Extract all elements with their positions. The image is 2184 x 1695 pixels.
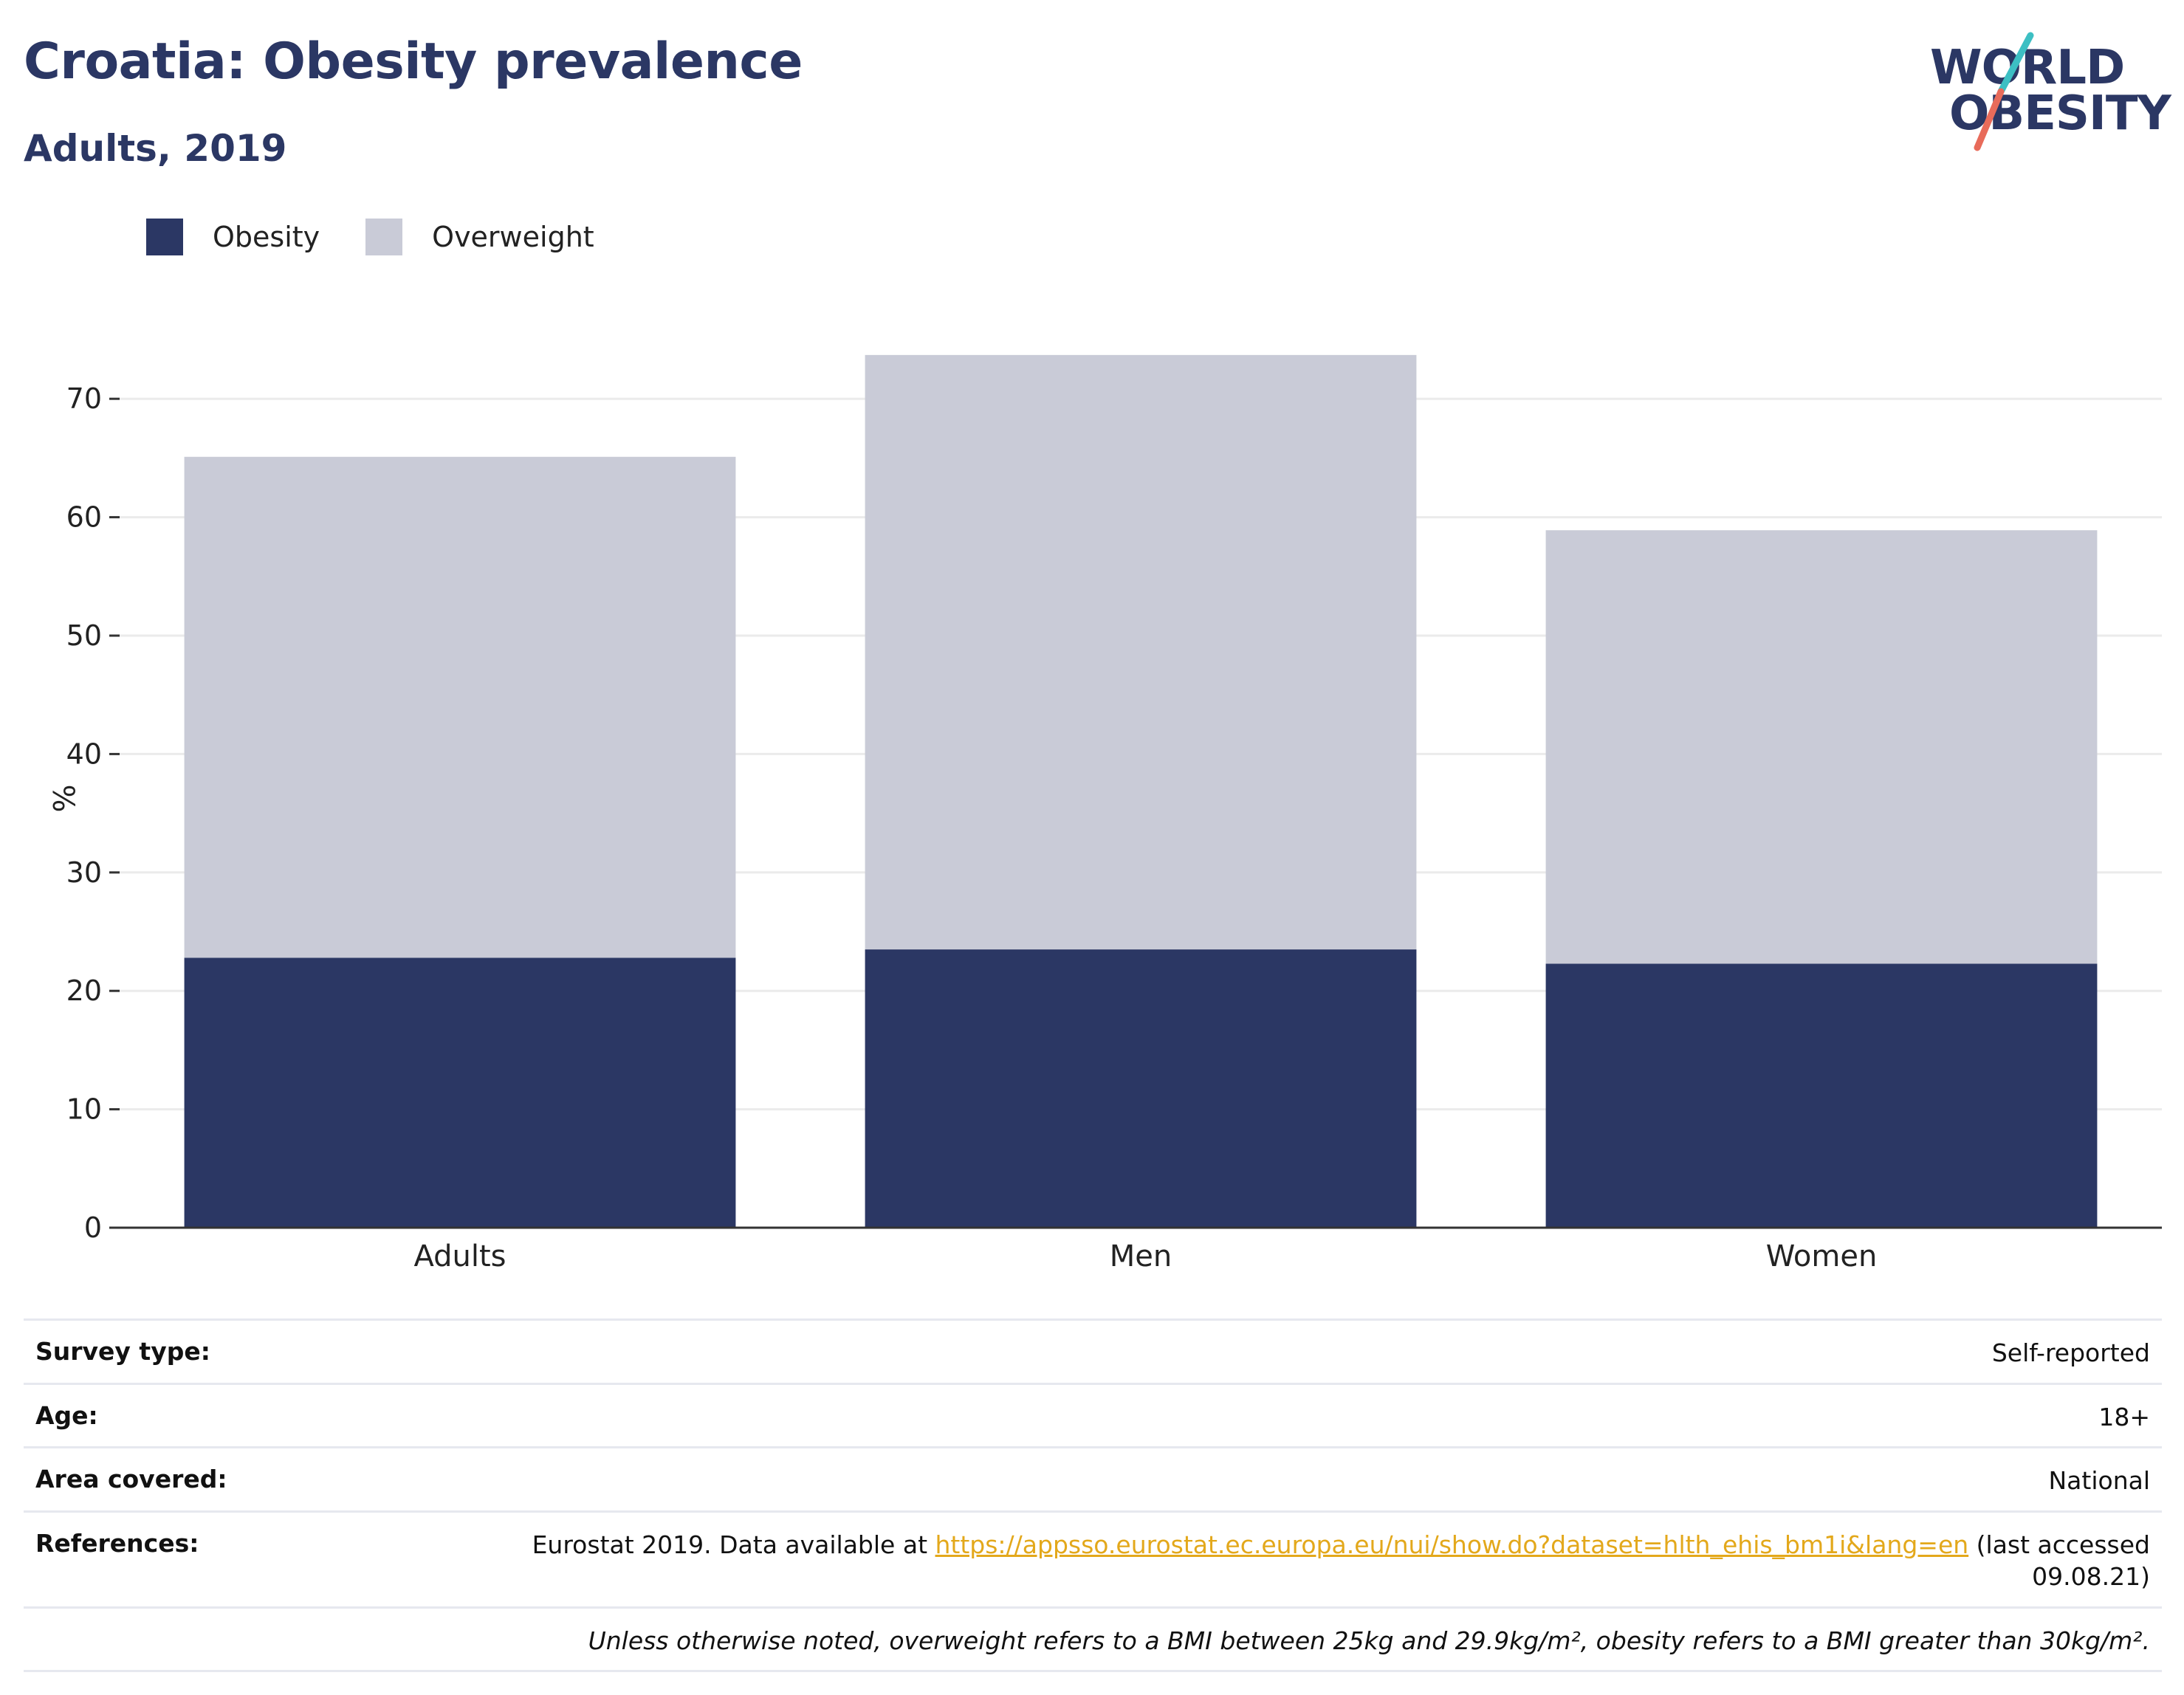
x-tick-label-women: Women (1766, 1240, 1878, 1273)
legend-item-overweight[interactable]: Overweight (365, 219, 594, 255)
info-table: Survey type: Self-reported Age: 18+ Area… (24, 1318, 2162, 1673)
info-key-age: Age: (35, 1400, 98, 1430)
logo-slash-icon (1974, 32, 2034, 151)
legend-swatch-obesity (146, 219, 183, 255)
y-tick-label: 10 (66, 1093, 102, 1126)
info-row-survey-type: Survey type: Self-reported (24, 1318, 2162, 1383)
y-tick-label: 70 (66, 382, 102, 415)
info-value-age: 18+ (2098, 1402, 2150, 1431)
world-obesity-logo: WORLD OBESITY (1920, 30, 2171, 162)
chart-legend: Obesity Overweight (146, 219, 640, 255)
bar-chart: 0 10 20 30 40 50 60 70% Adults Men Women (46, 354, 2162, 1273)
bar-overweight-men (865, 354, 1417, 950)
chart-title: Croatia: Obesity prevalence (24, 32, 803, 91)
y-tick-label: 60 (66, 501, 102, 534)
bar-obesity-men (865, 949, 1417, 1228)
chart-subtitle: Adults, 2019 (24, 127, 287, 170)
legend-label-overweight: Overweight (432, 221, 594, 253)
x-tick-label-men: Men (1110, 1240, 1172, 1273)
y-tick-label: 30 (66, 856, 102, 889)
reference-suffix: (last accessed 09.08.21) (1968, 1530, 2150, 1592)
legend-item-obesity[interactable]: Obesity (146, 219, 320, 255)
bar-overweight-adults (184, 456, 736, 958)
info-key-survey-type: Survey type: (35, 1337, 210, 1366)
reference-prefix: Eurostat 2019. Data available at (532, 1530, 935, 1559)
info-row-area: Area covered: National (24, 1446, 2162, 1510)
y-tick-label: 40 (66, 738, 102, 770)
info-row-age: Age: 18+ (24, 1382, 2162, 1447)
y-tick-label: 20 (66, 974, 102, 1007)
x-tick-label-adults: Adults (413, 1240, 506, 1273)
info-value-references: Eurostat 2019. Data available at https:/… (452, 1529, 2150, 1593)
info-value-area: National (2048, 1466, 2150, 1496)
info-value-survey-type: Self-reported (1991, 1338, 2150, 1367)
bar-overweight-women (1545, 530, 2098, 964)
legend-swatch-overweight (365, 219, 403, 255)
reference-link[interactable]: https://appsso.eurostat.ec.europa.eu/nui… (935, 1530, 1969, 1559)
info-row-references: References: Eurostat 2019. Data availabl… (24, 1510, 2162, 1606)
y-tick-label: 50 (66, 619, 102, 652)
bar-obesity-adults (184, 957, 736, 1228)
bar-obesity-women (1545, 963, 2098, 1228)
info-key-references: References: (35, 1528, 199, 1558)
info-row-note: Unless otherwise noted, overweight refer… (24, 1606, 2162, 1673)
y-axis-label: % (46, 784, 80, 812)
logo-word-world: WORLD (1930, 41, 2125, 95)
definition-note: Unless otherwise noted, overweight refer… (588, 1626, 2150, 1655)
info-key-area: Area covered: (35, 1465, 227, 1494)
y-tick-label: 0 (84, 1211, 102, 1244)
legend-label-obesity: Obesity (213, 221, 320, 253)
